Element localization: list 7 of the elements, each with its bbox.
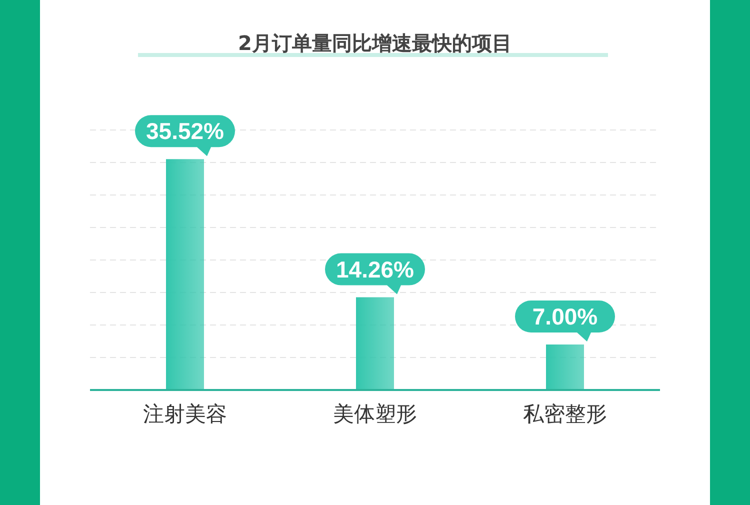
chart-title: 2月订单量同比增速最快的项目 <box>237 30 513 57</box>
x-tick-label: 美体塑形 <box>333 402 417 426</box>
data-label: 35.52% <box>146 118 224 144</box>
data-label: 14.26% <box>336 256 414 282</box>
data-label: 7.00% <box>532 304 598 330</box>
x-tick-label: 注射美容 <box>143 402 227 426</box>
x-tick-label: 私密整形 <box>523 402 607 426</box>
